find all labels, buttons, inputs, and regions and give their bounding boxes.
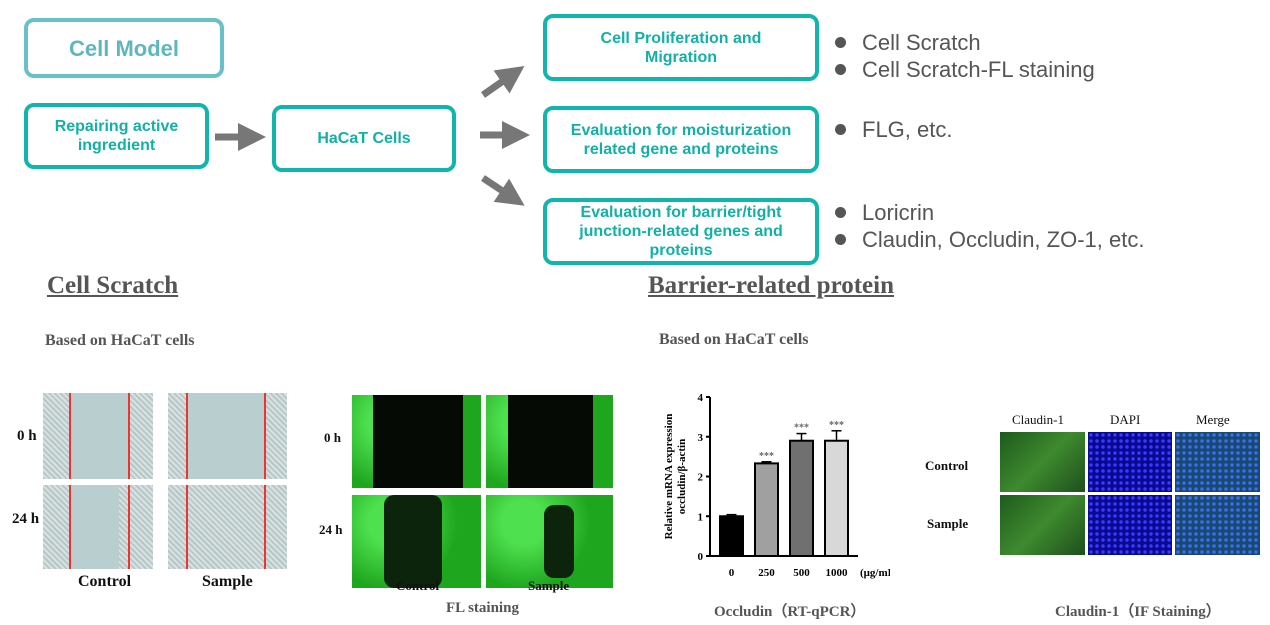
fl-image — [352, 495, 481, 588]
row-label: 24 h — [12, 511, 40, 527]
if-col-label: Claudin-1 — [1012, 412, 1064, 427]
x-tick-label: 250 — [758, 567, 775, 579]
if-caption: Claudin-1（IF Staining） — [1055, 604, 1221, 620]
target-box-barrier: Evaluation for barrier/tight junction-re… — [543, 198, 819, 265]
if-image — [1000, 495, 1085, 555]
fl-image — [486, 495, 613, 588]
target-title: Evaluation for barrier/tight junction-re… — [579, 204, 783, 259]
barrier-heading: Barrier-related protein — [648, 272, 894, 299]
y-tick-label: 0 — [698, 551, 704, 563]
flow-arrows — [215, 65, 530, 206]
cell-model-label: Cell Model — [68, 35, 179, 61]
bullet-item: Cell Scratch-FL staining — [835, 57, 1095, 83]
scratch-based-on: Based on HaCaT cells — [45, 332, 195, 349]
y-axis-label: Relative mRNA expressionoccludin/β-actin — [663, 414, 688, 540]
row-label: 0 h — [17, 428, 37, 444]
barrier-based-on: Based on HaCaT cells — [659, 331, 809, 348]
if-row-label: Control — [925, 458, 969, 473]
bar — [789, 439, 814, 557]
significance-label: *** — [829, 420, 844, 431]
ingredient-label: Repairing active ingredient — [54, 118, 179, 154]
target-title: Evaluation for moisturization related ge… — [570, 121, 792, 158]
scratch-image — [43, 485, 153, 569]
if-image — [1175, 495, 1260, 555]
row-label: 0 h — [324, 430, 341, 445]
x-tick-label: 500 — [793, 567, 810, 579]
bar — [754, 462, 779, 557]
if-image — [1088, 495, 1172, 555]
significance-label: *** — [794, 423, 809, 434]
arrow-icon — [480, 65, 525, 98]
col-label: Control — [78, 573, 132, 590]
significance-label: *** — [759, 451, 774, 462]
y-tick-label: 3 — [698, 432, 704, 444]
fl-image — [486, 395, 613, 488]
y-tick-label: 1 — [698, 511, 704, 523]
col-label: Control — [396, 578, 440, 593]
chart-caption: Occludin（RT-qPCR） — [714, 604, 866, 620]
bar — [824, 439, 849, 557]
y-tick-label: 4 — [698, 392, 704, 404]
if-image — [1088, 432, 1172, 492]
x-unit-label: (μg/mL) — [860, 567, 890, 579]
row-label: 24 h — [319, 522, 343, 537]
col-label: Sample — [202, 573, 253, 590]
scratch-image — [168, 485, 287, 569]
cell-model-box: Cell Model — [24, 18, 224, 78]
x-tick-label: 1000 — [826, 567, 849, 579]
bullet-item: Loricrin — [835, 200, 934, 226]
bullet-item: Claudin, Occludin, ZO-1, etc. — [835, 227, 1144, 253]
hacat-label: HaCaT Cells — [317, 130, 411, 147]
bullet-item: Cell Scratch — [835, 30, 981, 56]
if-col-label: Merge — [1196, 412, 1230, 427]
if-image — [1175, 432, 1260, 492]
occludin-chart: 0 1 2 3 4 0 *** 250 *** 500 *** 1000 (μg/mL) Relative… — [663, 392, 890, 579]
if-col-label: DAPI — [1110, 412, 1141, 427]
ingredient-box: Repairing active ingredient — [24, 103, 209, 169]
fl-caption: FL staining — [446, 600, 519, 616]
scratch-image — [43, 393, 153, 479]
target-box-moisturization: Evaluation for moisturization related ge… — [543, 106, 819, 173]
if-row-label: Sample — [927, 516, 969, 531]
bullet-item: FLG, etc. — [835, 117, 952, 143]
cell-scratch-heading: Cell Scratch — [47, 272, 179, 299]
if-image — [1000, 432, 1085, 492]
bar — [719, 515, 744, 557]
target-box-proliferation: Cell Proliferation and Migration — [543, 14, 819, 81]
col-label: Sample — [528, 578, 570, 593]
hacat-box: HaCaT Cells — [272, 105, 456, 172]
target-title: Cell Proliferation and Migration — [600, 29, 762, 66]
scratch-image — [168, 393, 287, 479]
x-tick-label: 0 — [729, 567, 735, 579]
fl-image — [352, 395, 481, 488]
arrow-icon — [481, 175, 525, 206]
y-tick-label: 2 — [698, 472, 704, 484]
